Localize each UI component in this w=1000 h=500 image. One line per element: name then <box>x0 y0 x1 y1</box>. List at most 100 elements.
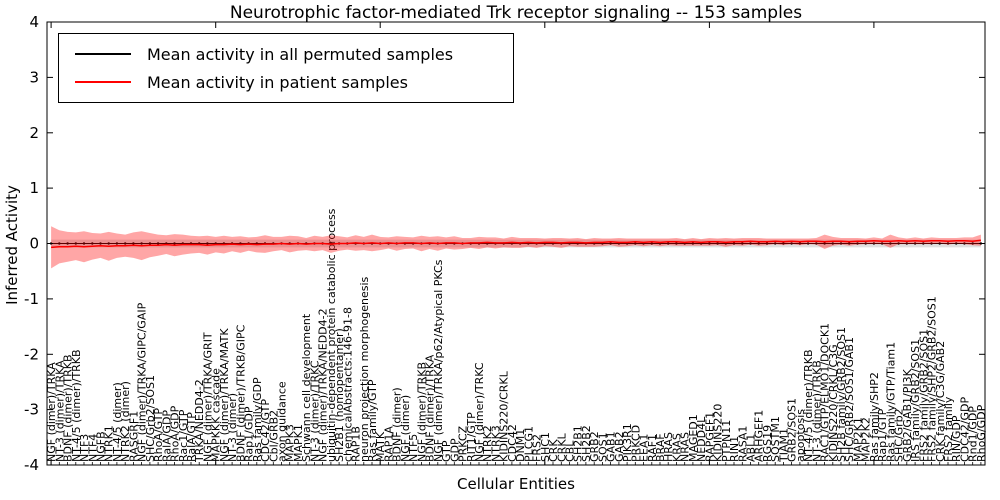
permuted-marker <box>173 242 176 245</box>
x-tick-label: GTP <box>440 440 453 462</box>
permuted-marker <box>609 242 612 245</box>
permuted-marker <box>74 242 78 245</box>
x-tick-label: GAB2 <box>613 431 626 462</box>
x-tick-label: KIDINS220/CRKL <box>498 370 511 462</box>
permuted-marker <box>913 242 917 245</box>
permuted-marker <box>124 242 127 245</box>
x-tick-label: MATK <box>374 431 387 462</box>
x-tick-label: RIT1/GTP <box>465 412 478 462</box>
permuted-line-swatch <box>75 53 131 55</box>
permuted-marker <box>815 242 818 245</box>
x-tick-label: RhoG/GDP <box>975 404 988 462</box>
x-tick-label: TIAM1 <box>777 428 790 463</box>
y-tick-label: -2 <box>24 345 39 363</box>
permuted-marker <box>132 242 135 245</box>
patient-band <box>51 226 981 269</box>
permuted-marker <box>946 242 950 245</box>
x-tick-label: NGF (dimer)/TRKA <box>45 362 58 462</box>
legend-item-patient: Mean activity in patient samples <box>69 68 503 96</box>
x-tick-label: CRK family/C3G/GAB2 <box>934 341 947 462</box>
x-tick-label: NTF3 <box>78 434 91 462</box>
x-tick-label: CDC42 <box>506 424 519 462</box>
permuted-marker <box>91 242 94 245</box>
legend-item-permuted: Mean activity in all permuted samples <box>69 40 503 68</box>
permuted-marker <box>99 242 102 245</box>
permuted-marker <box>82 242 86 245</box>
permuted-marker <box>749 242 752 245</box>
x-tick-label: FRS2 family/SHP2/GRB2/SOS1 <box>926 296 939 462</box>
x-tick-label: NTF4 <box>86 434 99 462</box>
permuted-marker <box>848 242 851 245</box>
x-tick-label: RAPGEF1 <box>703 412 716 462</box>
x-tick-label: CRKL <box>555 432 568 462</box>
patient-series <box>51 226 981 269</box>
x-tick-label: BDNF (dimer)/TRKA <box>424 354 437 462</box>
permuted-marker <box>971 242 974 245</box>
x-tick-label: DNM1 <box>514 429 527 462</box>
permuted-marker <box>889 242 892 245</box>
x-tick-label: NTRK1 <box>103 425 116 462</box>
permuted-marker <box>880 242 884 245</box>
x-tick-label: ubiquitin-dependent protein catabolic pr… <box>325 208 338 462</box>
x-tick-label: Schwann cell development <box>300 313 313 462</box>
x-tick-label: Rap1/GTP <box>876 408 889 462</box>
x-tick-label: HRAS <box>662 432 675 462</box>
permuted-marker <box>716 242 719 245</box>
x-tick-label: CRK <box>547 439 560 462</box>
x-tick-label: NT-3 (dimer)/TRKA <box>53 360 66 462</box>
x-tick-label: MAPKKK cascade <box>210 368 223 462</box>
permuted-marker <box>732 242 736 245</box>
x-tick-label: KRAS <box>670 433 683 462</box>
x-tick-label: NGF (dimer)/TRKC <box>473 362 486 462</box>
permuted-marker <box>148 242 152 245</box>
x-tick-label: FRS2 <box>531 434 544 462</box>
permuted-marker <box>708 242 711 245</box>
x-tick-label: Cbl/GRB2 <box>267 410 280 462</box>
permuted-marker <box>955 242 958 245</box>
x-tick-label: BDNF (dimer) <box>391 387 404 462</box>
x-tick-label: GDP <box>448 438 461 462</box>
x-tick-label: BDNF (dimer)/TRKB/GIPC <box>234 324 247 462</box>
x-tick-label: NT-3 (dimer) <box>226 393 239 462</box>
x-tick-label: CBL <box>563 440 576 462</box>
x-tick-label: NTRK3 <box>489 425 502 462</box>
x-tick-label: NGF (dimer)/TRKA/MATK <box>218 328 231 462</box>
permuted-marker <box>66 242 69 245</box>
x-tick-label: RASGRF1 <box>127 411 140 462</box>
x-tick-label: RGS19 <box>761 425 774 462</box>
x-tick-label: NGF (dimer)/TRKB <box>415 362 428 462</box>
x-tick-label: Ras family/GDP <box>251 377 264 462</box>
x-tick-label: GRB2/SOS1 <box>786 398 799 462</box>
permuted-marker <box>831 242 834 245</box>
permuted-marker <box>897 242 900 245</box>
x-tick-label: PRKCZ <box>457 425 470 462</box>
x-tick-label: SH2B family/GRB2/SOS1 <box>835 327 848 462</box>
permuted-marker <box>58 242 61 245</box>
x-tick-label: BRAF <box>654 433 667 462</box>
x-tick-label: NTF5 <box>407 434 420 462</box>
x-tick-label: RIN1 <box>728 436 741 462</box>
y-tick-label: 1 <box>29 179 39 197</box>
permuted-marker <box>905 242 908 245</box>
y-tick-label: -3 <box>24 401 39 419</box>
x-tick-label: Rnd1/GDP <box>967 406 980 462</box>
permuted-marker <box>757 242 760 245</box>
x-tick-label: SOS1 <box>596 432 609 462</box>
x-tick-label: RalA/GTP <box>185 412 198 462</box>
x-tick-label: NGF (dimer)/TRKA/p62/Atypical PKCs <box>432 259 445 462</box>
x-tick-label: Rac1/GTP <box>177 409 190 462</box>
permuted-marker <box>115 242 119 245</box>
x-tick-label: SHC/Grb2 <box>893 408 906 462</box>
x-tick-label: SHC1 <box>539 432 552 462</box>
y-tick-label: -4 <box>24 456 39 474</box>
permuted-marker <box>790 242 793 245</box>
permuted-marker <box>856 242 859 245</box>
permuted-marker <box>963 242 966 245</box>
x-tick-label: MAP2K2 <box>860 417 873 462</box>
x-tick-label: CDC42/GDP <box>958 396 971 462</box>
x-tick-label: NGFB <box>94 431 107 462</box>
patient-line-swatch <box>75 81 131 83</box>
x-tick-label: neuron projection morphogenesis <box>358 276 371 462</box>
x-tick-label: RalA/GDP <box>160 410 173 462</box>
y-tick-label: 3 <box>29 68 39 86</box>
